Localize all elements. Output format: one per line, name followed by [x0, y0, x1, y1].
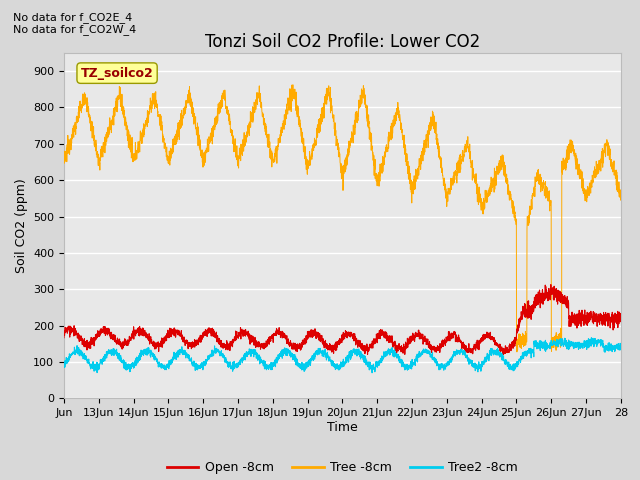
X-axis label: Time: Time [327, 421, 358, 434]
Y-axis label: Soil CO2 (ppm): Soil CO2 (ppm) [15, 178, 28, 273]
Legend: Open -8cm, Tree -8cm, Tree2 -8cm: Open -8cm, Tree -8cm, Tree2 -8cm [162, 456, 523, 480]
Text: No data for f_CO2E_4: No data for f_CO2E_4 [13, 12, 132, 23]
Text: No data for f_CO2W_4: No data for f_CO2W_4 [13, 24, 136, 35]
Title: Tonzi Soil CO2 Profile: Lower CO2: Tonzi Soil CO2 Profile: Lower CO2 [205, 33, 480, 51]
Text: TZ_soilco2: TZ_soilco2 [81, 67, 154, 80]
